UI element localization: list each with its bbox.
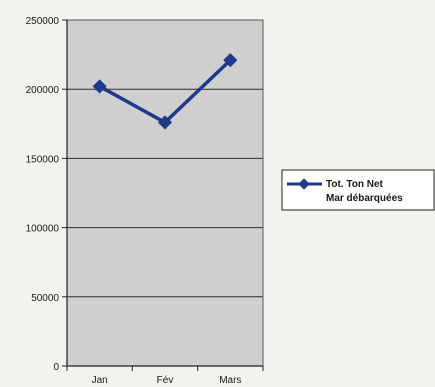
legend-marker-icon [298,178,310,190]
x-tick-label: Fév [157,375,174,386]
y-tick-label: 250000 [26,16,60,27]
legend: Tot. Ton Net Mar débarquées [281,169,435,211]
y-axis: 0 50000 100000 150000 200000 250000 [26,16,68,373]
x-tick-label: Jan [92,375,108,386]
plot-area [66,19,264,367]
y-tick-label: 200000 [26,85,60,96]
legend-box [281,169,435,211]
legend-label-line-2: Mar débarquées [326,193,403,204]
x-axis: Jan Fév Mars [66,365,264,386]
y-tick-label: 150000 [26,154,60,165]
y-tick-label: 0 [53,362,59,373]
y-tick-label: 50000 [31,293,59,304]
y-tick-label: 100000 [26,224,60,235]
legend-label-line-1: Tot. Ton Net [326,179,384,190]
x-tick-label: Mars [219,375,241,386]
